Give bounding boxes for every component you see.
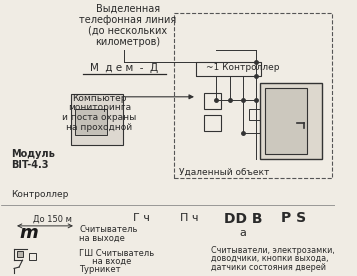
Text: Считыватели, электрозамки,: Считыватели, электрозамки, — [211, 246, 335, 254]
Bar — [17, 251, 24, 257]
Text: доводчики, кнопки выхода,: доводчики, кнопки выхода, — [211, 254, 329, 263]
Bar — [29, 253, 36, 260]
Text: на выходе: на выходе — [79, 234, 125, 243]
Text: До 150 м: До 150 м — [33, 214, 72, 224]
Text: ~1 Контроллер: ~1 Контроллер — [206, 63, 280, 73]
Text: m: m — [20, 224, 39, 242]
Text: DD B: DD B — [224, 212, 262, 226]
Text: Контроллер: Контроллер — [11, 190, 68, 199]
Text: М  д е м  -  Д: М д е м - Д — [90, 63, 159, 73]
Text: километров): километров) — [95, 37, 160, 47]
Text: Г ч: Г ч — [133, 213, 150, 223]
Text: датчики состояния дверей: датчики состояния дверей — [211, 263, 326, 272]
Bar — [204, 93, 221, 109]
Bar — [71, 94, 123, 145]
Text: Удаленный объект: Удаленный объект — [180, 168, 270, 177]
Text: мониторинга: мониторинга — [68, 103, 131, 112]
Bar — [265, 88, 307, 154]
Text: BIT-4.3: BIT-4.3 — [11, 160, 48, 171]
Text: Компьютер: Компьютер — [72, 94, 126, 103]
Text: телефонная линия: телефонная линия — [79, 15, 176, 25]
Text: на входе: на входе — [79, 256, 132, 266]
Bar — [204, 115, 221, 131]
Text: Турникет: Турникет — [79, 265, 121, 274]
Text: P S: P S — [281, 211, 306, 225]
Text: Модуль: Модуль — [11, 150, 55, 160]
Text: ГШ Считыватель: ГШ Считыватель — [79, 250, 154, 258]
Bar — [196, 62, 261, 76]
Text: Считыватель: Считыватель — [79, 225, 137, 235]
Bar — [75, 109, 107, 135]
Text: (до нескольких: (до нескольких — [88, 26, 167, 36]
Bar — [260, 83, 322, 159]
Bar — [175, 13, 332, 178]
Text: П ч: П ч — [180, 213, 199, 223]
Text: Выделенная: Выделенная — [96, 4, 160, 14]
Text: и поста охраны: и поста охраны — [62, 113, 136, 122]
Text: на проходной: на проходной — [66, 123, 132, 132]
Text: а: а — [240, 228, 246, 238]
Bar — [249, 109, 260, 120]
